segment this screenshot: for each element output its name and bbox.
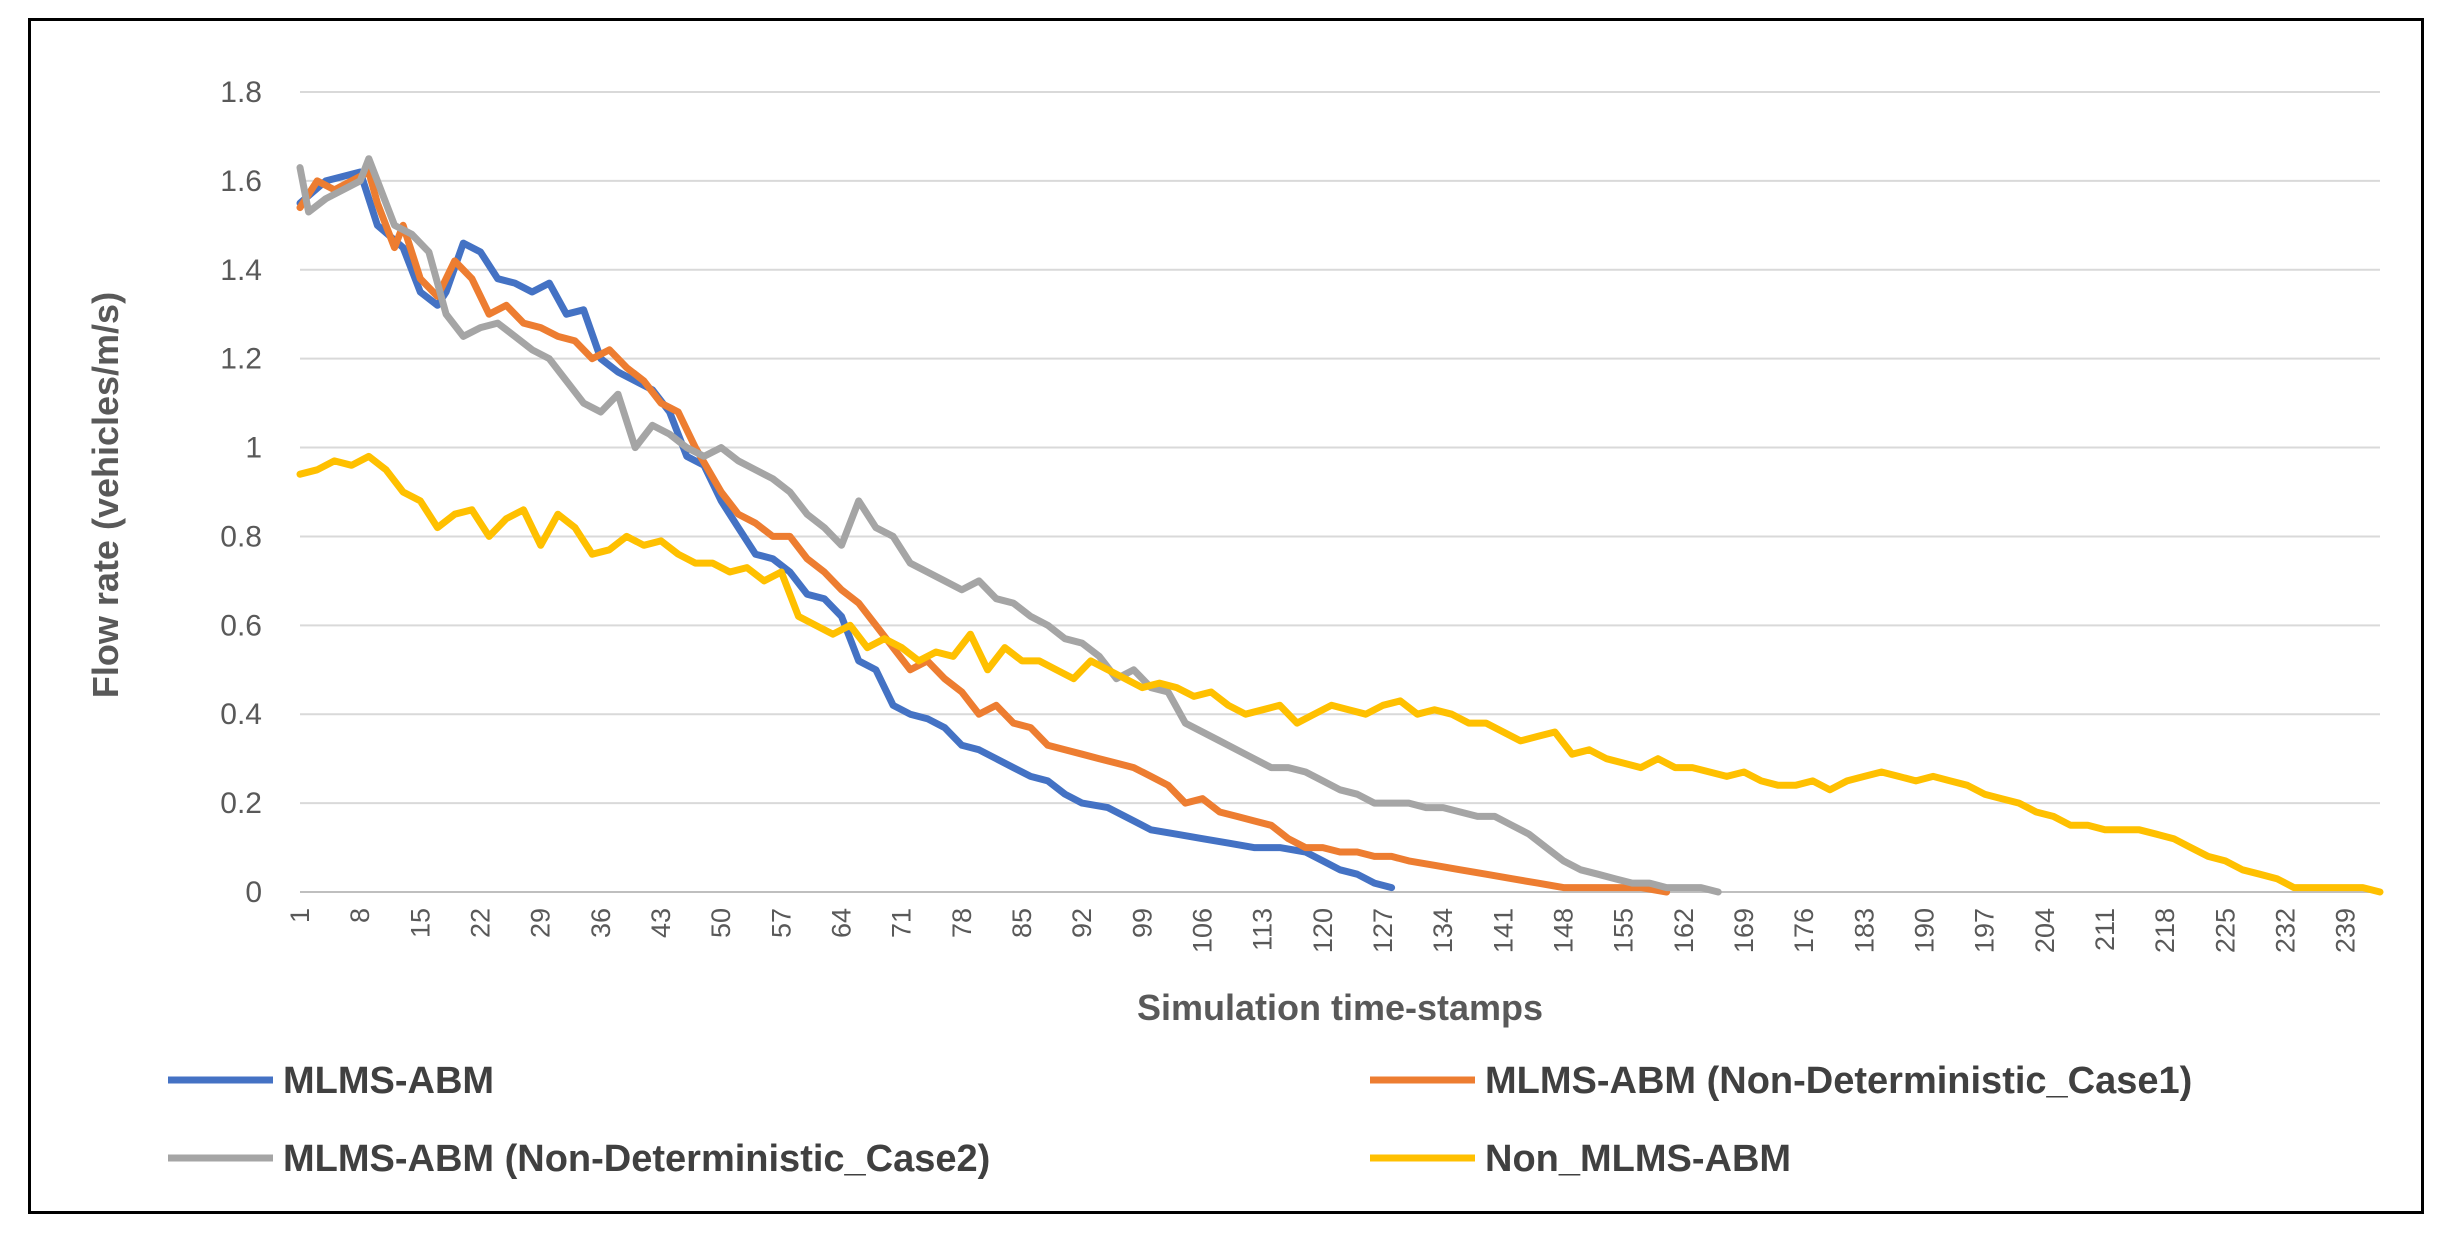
x-tick-label: 113 <box>1248 908 1278 951</box>
legend-label-3: MLMS-ABM (Non-Deterministic_Case2) <box>283 1138 990 1180</box>
x-tick-label: 36 <box>586 908 616 938</box>
legend-label-2: MLMS-ABM (Non-Deterministic_Case1) <box>1485 1060 2192 1102</box>
x-tick-label: 134 <box>1428 908 1458 953</box>
legend-label-4: Non_MLMS-ABM <box>1485 1138 1791 1180</box>
x-tick-label: 162 <box>1669 908 1699 953</box>
x-tick-label: 239 <box>2331 908 2361 953</box>
series-lines <box>296 155 2384 896</box>
x-tick-label: 204 <box>2030 908 2060 953</box>
x-tick-label: 141 <box>1488 908 1518 953</box>
legend-label-1: MLMS-ABM <box>283 1060 494 1102</box>
x-tick-label: 211 <box>2090 908 2120 951</box>
x-tick-label: 155 <box>1609 908 1639 953</box>
y-tick-label: 1.6 <box>220 165 262 198</box>
x-tick-label: 50 <box>706 908 736 938</box>
x-tick-label: 169 <box>1729 908 1759 953</box>
y-tick-label: 0.6 <box>220 609 262 642</box>
series-line-2 <box>296 168 1671 896</box>
x-tick-label: 1 <box>285 908 315 923</box>
gridlines <box>300 91 2380 893</box>
x-tick-label: 148 <box>1548 908 1578 953</box>
series-line-4 <box>296 452 2384 896</box>
y-tick-label: 0.8 <box>220 520 262 553</box>
x-tick-label: 232 <box>2270 908 2300 953</box>
x-tick-label: 218 <box>2150 908 2180 953</box>
y-tick-label: 1.8 <box>220 76 262 109</box>
x-tick-label: 99 <box>1127 908 1157 938</box>
y-tick-label: 0.2 <box>220 787 262 820</box>
x-tick-label: 190 <box>1909 908 1939 953</box>
x-tick-label: 22 <box>465 908 495 938</box>
y-tick-label: 0.4 <box>220 698 262 731</box>
x-tick-label: 29 <box>526 908 556 938</box>
x-tick-label: 78 <box>947 908 977 938</box>
y-tick-label: 1.4 <box>220 254 262 287</box>
x-tick-label: 8 <box>345 908 375 923</box>
x-axis-ticks: 1 8 15 22 29 36 43 50 57 64 71 78 85 92 99 106 113 120 127… <box>285 908 2361 953</box>
x-tick-label: 64 <box>826 908 856 938</box>
y-tick-label: 1.2 <box>220 343 262 376</box>
series-line-1 <box>296 168 1396 892</box>
x-tick-label: 183 <box>1849 908 1879 953</box>
x-axis-title: Simulation time-stamps <box>1137 987 1543 1028</box>
y-axis-ticks: 0 0.2 0.4 0.6 0.8 1 1.2 1.4 1.6 1.8 <box>220 76 262 909</box>
legend: MLMS-ABM MLMS-ABM (Non-Deterministic_Case… <box>168 1060 2192 1180</box>
x-tick-label: 120 <box>1308 908 1338 953</box>
x-tick-label: 127 <box>1368 908 1398 953</box>
series-line-3 <box>296 155 1722 896</box>
x-tick-label: 57 <box>766 908 796 938</box>
x-tick-label: 71 <box>887 908 917 938</box>
y-tick-label: 0 <box>245 876 262 909</box>
chart-frame <box>28 18 2424 1214</box>
y-axis-title: Flow rate (vehicles/m/s) <box>85 292 126 698</box>
x-tick-label: 197 <box>1970 908 2000 953</box>
x-tick-label: 85 <box>1007 908 1037 938</box>
x-tick-label: 176 <box>1789 908 1819 953</box>
x-tick-label: 15 <box>405 908 435 938</box>
x-tick-label: 106 <box>1187 908 1217 953</box>
x-tick-label: 43 <box>646 908 676 938</box>
y-tick-label: 1 <box>245 432 262 465</box>
x-tick-label: 92 <box>1067 908 1097 938</box>
x-tick-label: 225 <box>2210 908 2240 953</box>
